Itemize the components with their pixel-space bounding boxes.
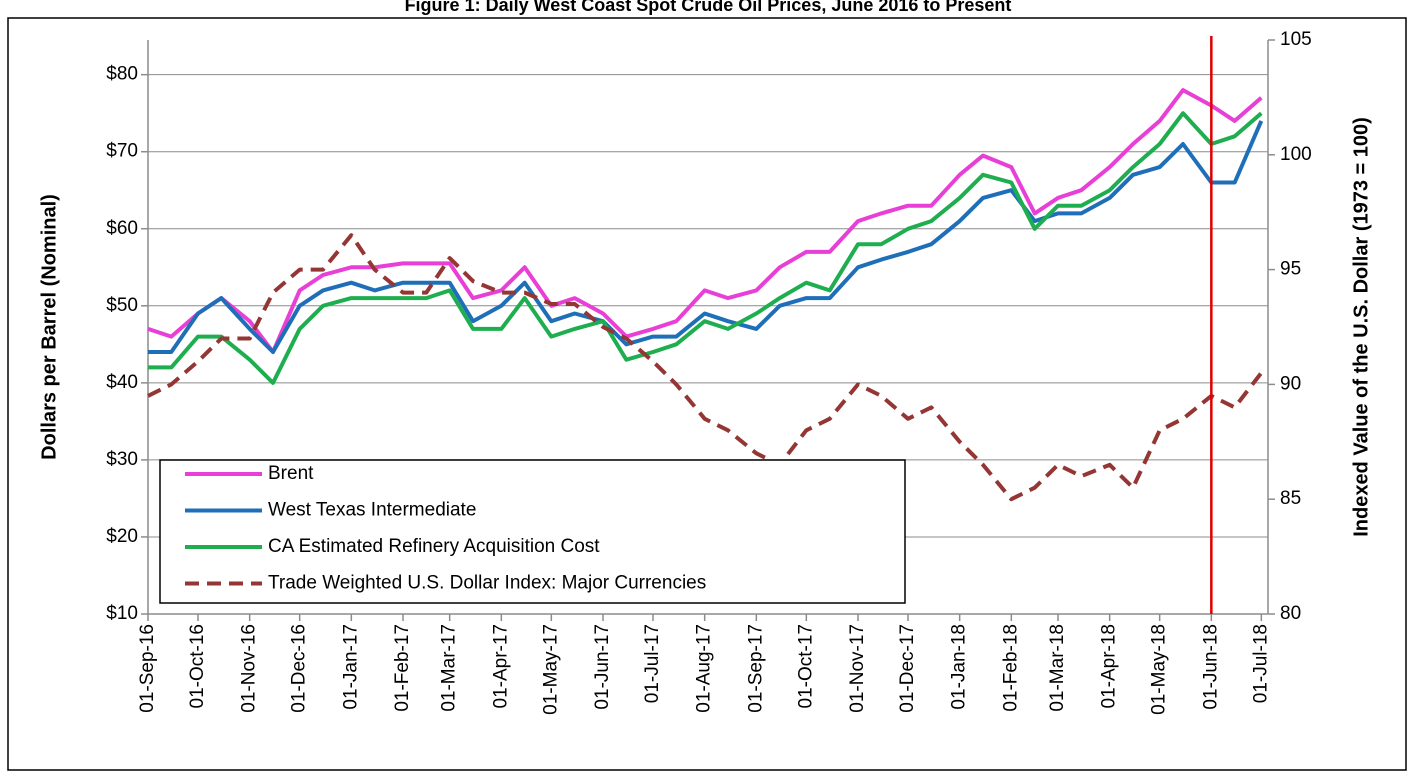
x-tick-label: 01-Jun-18 <box>1200 624 1221 710</box>
legend-label: Brent <box>268 463 314 484</box>
y-tick-label: $40 <box>106 372 138 393</box>
x-tick-label: 01-Jul-17 <box>642 624 663 703</box>
x-tick-label: 01-Mar-18 <box>1047 624 1068 712</box>
x-tick-label: 01-Dec-17 <box>897 624 918 713</box>
legend-label: West Texas Intermediate <box>268 500 476 521</box>
legend-label: CA Estimated Refinery Acquisition Cost <box>268 536 600 557</box>
y-tick-label: $30 <box>106 449 138 470</box>
series-line <box>147 88 1263 354</box>
y2-tick-label: 85 <box>1280 488 1301 509</box>
y-tick-label: $20 <box>106 526 138 547</box>
x-tick-label: 01-Nov-17 <box>847 624 868 713</box>
x-tick-label: 01-Mar-17 <box>439 624 460 712</box>
x-tick-label: 01-May-17 <box>540 624 561 715</box>
y2-tick-label: 100 <box>1280 144 1312 165</box>
y2-tick-label: 105 <box>1280 29 1312 50</box>
x-tick-label: 01-Oct-17 <box>795 624 816 708</box>
y-tick-label: $50 <box>106 295 138 316</box>
x-tick-label: 01-May-18 <box>1149 624 1170 715</box>
series-line <box>148 120 1264 354</box>
y2-tick-label: 90 <box>1280 373 1301 394</box>
x-tick-label: 01-Oct-16 <box>187 624 208 708</box>
x-tick-label: 01-Feb-17 <box>392 624 413 712</box>
y2-axis-label: Indexed Value of the U.S. Dollar (1973 =… <box>1350 117 1372 537</box>
y-tick-label: $60 <box>106 218 138 239</box>
y-axis-label: Dollars per Barrel (Nominal) <box>38 194 60 460</box>
x-tick-label: 01-Aug-17 <box>694 624 715 713</box>
x-tick-label: 01-Sep-16 <box>137 624 158 713</box>
chart-title: Figure 1: Daily West Coast Spot Crude Oi… <box>405 0 1012 15</box>
x-tick-label: 01-Jun-17 <box>592 624 613 710</box>
x-tick-label: 01-Nov-16 <box>239 624 260 713</box>
x-tick-label: 01-Jul-18 <box>1250 624 1271 703</box>
x-tick-label: 01-Apr-18 <box>1099 624 1120 709</box>
y-tick-label: $80 <box>106 64 138 85</box>
x-tick-label: 01-Jan-18 <box>949 624 970 710</box>
x-tick-label: 01-Sep-17 <box>745 624 766 713</box>
series-line <box>148 111 1263 385</box>
y-tick-label: $70 <box>106 141 138 162</box>
x-tick-label: 01-Apr-17 <box>490 624 511 709</box>
x-tick-label: 01-Dec-16 <box>289 624 310 713</box>
x-tick-label: 01-Feb-18 <box>1000 624 1021 712</box>
x-tick-label: 01-Jan-17 <box>340 624 361 710</box>
legend-label: Trade Weighted U.S. Dollar Index: Major … <box>268 573 706 594</box>
y2-tick-label: 80 <box>1280 603 1301 624</box>
series-line <box>147 233 1263 502</box>
y2-tick-label: 95 <box>1280 259 1301 280</box>
chart-border <box>7 17 1407 771</box>
legend-box <box>159 459 906 604</box>
y-tick-label: $10 <box>106 603 138 624</box>
